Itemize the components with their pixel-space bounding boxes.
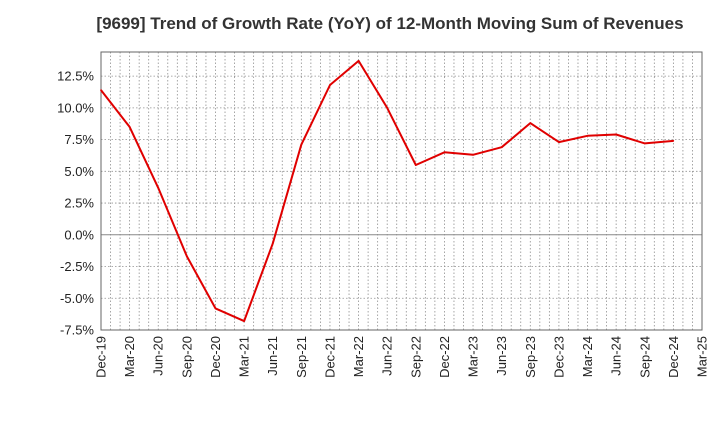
- data-point: [443, 151, 446, 154]
- x-tick-label: Dec-20: [208, 336, 223, 378]
- x-tick-label: Dec-24: [666, 336, 681, 378]
- x-tick-label: Sep-20: [179, 336, 194, 378]
- tick-label-layer: -7.5% -5.0% -2.5% 0.0% 2.5% 5.0% 7.5% 10.0% 12.5…: [57, 69, 709, 378]
- data-point: [500, 146, 503, 149]
- data-point: [558, 141, 560, 143]
- y-tick-label: 0.0%: [64, 227, 94, 242]
- y-tick-label: 10.0%: [57, 100, 94, 115]
- x-tick-label: Mar-24: [580, 336, 595, 377]
- data-point: [415, 164, 417, 166]
- x-tick-label: Sep-24: [637, 336, 652, 378]
- x-tick-label: Mar-20: [122, 336, 137, 377]
- y-tick-label: 5.0%: [64, 164, 94, 179]
- x-tick-label: Jun-23: [494, 336, 509, 376]
- data-point: [329, 84, 331, 86]
- series-layer: [100, 59, 675, 323]
- data-point: [672, 140, 675, 142]
- x-tick-label: Mar-22: [351, 336, 366, 377]
- y-tick-label: 2.5%: [64, 196, 94, 211]
- x-tick-label: Dec-23: [551, 336, 566, 378]
- data-point: [586, 134, 589, 137]
- axis-layer: [100, 51, 703, 331]
- data-point: [529, 122, 532, 124]
- y-tick-label: -5.0%: [60, 291, 94, 306]
- grid-layer: [100, 52, 703, 331]
- data-point: [615, 133, 617, 136]
- data-point: [271, 242, 274, 245]
- x-tick-label: Dec-22: [437, 336, 452, 378]
- data-point: [157, 187, 160, 189]
- data-point: [214, 307, 217, 310]
- data-point: [300, 143, 303, 146]
- data-point: [186, 255, 188, 258]
- y-tick-label: 12.5%: [57, 69, 94, 84]
- x-tick-label: Sep-21: [294, 336, 309, 378]
- x-tick-label: Dec-21: [322, 336, 337, 378]
- y-tick-label: -2.5%: [60, 259, 94, 274]
- chart-title: [9699] Trend of Growth Rate (YoY) of 12-…: [96, 14, 684, 33]
- plot-frame: [100, 51, 703, 331]
- x-tick-label: Dec-19: [94, 336, 109, 378]
- data-point: [100, 89, 102, 91]
- y-tick-label: 7.5%: [64, 132, 94, 147]
- data-point: [128, 126, 131, 128]
- x-tick-label: Sep-23: [523, 336, 538, 378]
- x-tick-label: Sep-22: [408, 336, 423, 378]
- x-tick-label: Jun-24: [609, 336, 624, 376]
- x-tick-label: Mar-23: [466, 336, 481, 377]
- data-point: [472, 154, 474, 156]
- series-line: [100, 59, 674, 323]
- x-tick-label: Mar-21: [237, 336, 252, 377]
- data-point: [386, 107, 388, 109]
- data-point: [243, 320, 245, 322]
- x-tick-label: Jun-21: [265, 336, 280, 376]
- x-tick-label: Jun-22: [380, 336, 395, 376]
- data-point: [643, 142, 646, 145]
- x-tick-label: Jun-20: [151, 336, 166, 376]
- x-tick-label: Mar-25: [695, 336, 710, 377]
- data-point: [357, 60, 360, 62]
- y-tick-label: -7.5%: [60, 323, 94, 338]
